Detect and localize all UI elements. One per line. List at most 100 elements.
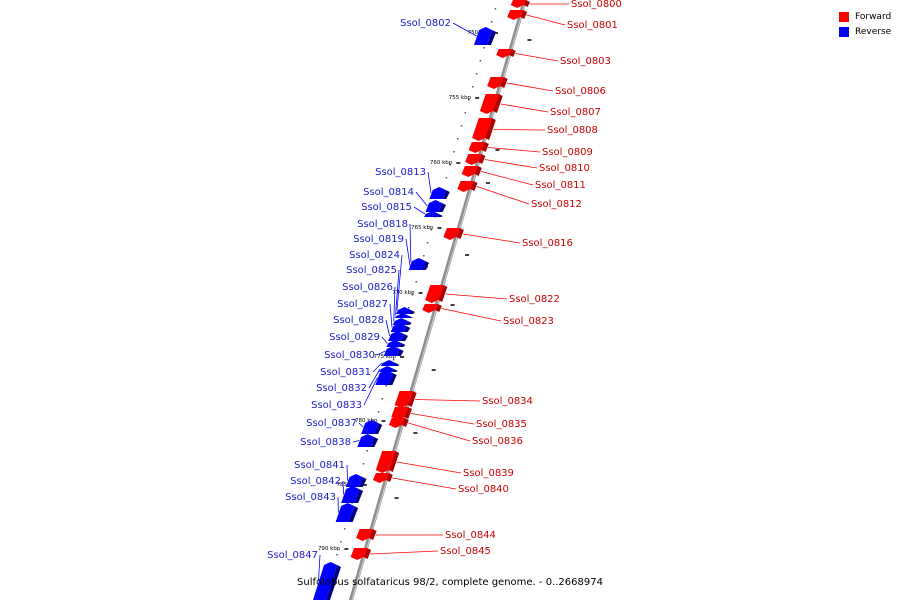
minor-tick	[490, 21, 493, 23]
gene-label-reverse: Ssol_0814	[363, 187, 414, 198]
gene-shape	[443, 228, 460, 240]
gene-leader-line	[396, 461, 462, 474]
minor-tick	[377, 411, 380, 413]
gene-shadow	[401, 334, 409, 341]
gene-shape	[341, 486, 360, 503]
gene-label-reverse: Ssol_0837	[306, 418, 357, 429]
gene-label-reverse: Ssol_0824	[349, 250, 400, 261]
gene-leader-line	[389, 303, 393, 328]
gene-shadow	[348, 506, 359, 522]
gene-label-forward: Ssol_0816	[522, 238, 573, 249]
scale-label: 790 kbp	[318, 546, 341, 552]
gene-block	[465, 154, 486, 165]
gene-shadow	[407, 391, 417, 407]
minor-tick	[445, 177, 448, 179]
gene-block	[479, 94, 503, 114]
minor-tick	[381, 398, 384, 400]
gene-labels: Ssol_0800 Ssol_0801 Ssol_0803 Ssol_0806 Ssol…	[267, 0, 622, 582]
gene-shadow	[393, 363, 400, 366]
gene-shape	[422, 304, 438, 313]
gene-label-forward: Ssol_0823	[503, 316, 554, 327]
gene-block	[425, 285, 448, 303]
gene-label-forward: Ssol_0806	[555, 86, 606, 97]
gene-block	[383, 346, 404, 356]
gene-block	[457, 181, 478, 192]
gene-leader-line	[405, 238, 411, 266]
gene-label-reverse: Ssol_0825	[346, 265, 397, 276]
gene-shadow	[388, 451, 400, 472]
gene-label-reverse: Ssol_0830	[324, 350, 375, 361]
gene-label-reverse: Ssol_0847	[267, 550, 318, 561]
genome-caption: Sulfolobus solfataricus 98/2, complete g…	[0, 577, 900, 588]
gene-label-reverse: Ssol_0832	[316, 383, 367, 394]
gene-block	[375, 451, 400, 473]
gene-blocks	[313, 0, 530, 600]
gene-leader-line	[358, 422, 364, 428]
gene-label-reverse: Ssol_0829	[329, 332, 380, 343]
gene-shape	[479, 94, 499, 114]
gene-block	[375, 370, 397, 385]
gene-shadow	[435, 304, 442, 312]
gene-shape	[386, 340, 402, 347]
gene-shape	[465, 154, 482, 165]
gene-label-forward: Ssol_0845	[440, 546, 491, 557]
gene-shape	[473, 27, 493, 45]
gene-shadow	[326, 565, 342, 600]
gene-shape	[375, 370, 393, 385]
gene-shape	[461, 166, 478, 177]
gene-block	[392, 318, 412, 325]
gene-shape	[510, 0, 526, 8]
gene-shape	[394, 313, 410, 318]
gene-shadow	[500, 77, 508, 88]
gene-leader-line	[395, 269, 400, 316]
gene-shape	[424, 211, 439, 217]
gene-label-forward: Ssol_0801	[567, 20, 618, 31]
gene-label-forward: Ssol_0811	[535, 180, 586, 191]
gene-block	[487, 77, 508, 89]
gene-shadow	[369, 529, 377, 540]
gene-shadow	[407, 316, 414, 318]
gene-leader-line	[463, 233, 521, 244]
gene-shadow	[437, 214, 443, 217]
gene-shape	[487, 77, 504, 89]
gene-leader-line	[342, 480, 344, 495]
gene-label-forward: Ssol_0810	[539, 163, 590, 174]
gene-leader-line	[381, 336, 388, 344]
gene-leader-line	[506, 82, 554, 92]
gene-shadow	[456, 228, 464, 239]
gene-shape	[468, 142, 485, 153]
gene-shadow	[392, 369, 398, 372]
gene-shadow	[408, 310, 415, 314]
gene-label-reverse: Ssol_0842	[290, 476, 341, 487]
gene-shape	[335, 503, 355, 522]
gene-shadow	[374, 423, 383, 434]
gene-label-forward: Ssol_0808	[547, 125, 598, 136]
gene-shape	[394, 391, 413, 408]
gene-label-forward: Ssol_0809	[542, 147, 593, 158]
gene-block	[422, 304, 442, 313]
gene-shape	[372, 473, 389, 483]
gene-shape	[457, 181, 474, 192]
gene-shape	[395, 307, 411, 314]
caption-text: Sulfolobus solfataricus 98/2, complete g…	[297, 577, 603, 588]
scale-label: 770 kbp	[392, 290, 415, 296]
gene-shadow	[523, 0, 530, 7]
gene-label-reverse: Ssol_0841	[294, 460, 345, 471]
gene-label-forward: Ssol_0835	[476, 419, 527, 430]
gene-shape	[380, 360, 396, 366]
gene-shape	[345, 474, 363, 487]
gene-leader-line	[484, 159, 538, 169]
gene-label-reverse: Ssol_0818	[357, 219, 408, 230]
gene-block	[496, 49, 516, 58]
gene-block	[361, 420, 383, 434]
gene-leader-line	[488, 147, 541, 153]
gene-leader-line	[363, 377, 378, 406]
gene-block	[335, 503, 359, 522]
reverse-swatch	[839, 26, 849, 37]
gene-label-reverse: Ssol_0802	[400, 18, 451, 29]
gene-block	[472, 118, 496, 141]
gene-leader-line	[476, 186, 530, 205]
gene-shadow	[509, 49, 516, 57]
gene-block	[507, 10, 528, 20]
